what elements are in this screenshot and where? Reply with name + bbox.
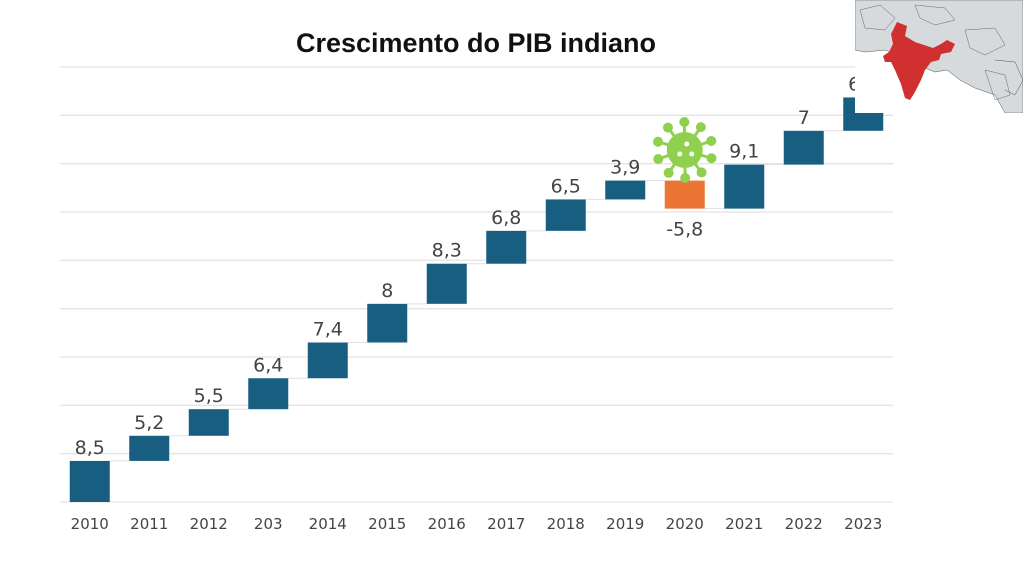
data-labels: 8,55,25,56,47,488,36,86,53,9-5,89,176,9 — [75, 73, 879, 458]
bars — [69, 97, 884, 502]
data-label: 8 — [381, 280, 393, 302]
bar-2018 — [545, 199, 586, 231]
data-label: 9,1 — [729, 141, 759, 163]
bar-2010 — [69, 460, 110, 502]
virus-spike-tip — [695, 122, 706, 133]
x-tick-label: 2014 — [309, 515, 347, 533]
connectors — [109, 130, 844, 462]
virus-body — [666, 132, 703, 168]
bar-2011 — [129, 435, 170, 461]
data-label: 8,3 — [432, 240, 462, 262]
data-label: 7 — [798, 107, 810, 129]
india-map-icon — [855, 0, 1023, 113]
virus-dot — [689, 151, 695, 157]
x-tick-label: 2018 — [547, 515, 585, 533]
bar-203 — [248, 378, 289, 410]
x-tick-label: 2021 — [725, 515, 763, 533]
x-tick-label: 2015 — [368, 515, 406, 533]
chart-title: Crescimento do PIB indiano — [296, 28, 656, 58]
data-label: 6,5 — [551, 175, 581, 197]
virus-spike-tip — [663, 167, 674, 178]
virus-spike-tip — [706, 135, 717, 146]
virus-spike-tip — [653, 154, 664, 165]
data-label: 7,4 — [313, 319, 343, 341]
bar-2019 — [605, 180, 646, 200]
bar-2014 — [307, 342, 348, 379]
bar-2012 — [188, 409, 229, 436]
x-tick-label: 203 — [254, 515, 283, 533]
x-axis-ticks: 2010 2011 2012 203 2014 2015 2016 2017 2018 2019 2… — [71, 515, 883, 533]
x-tick-label: 2011 — [130, 515, 168, 533]
x-tick-label: 2023 — [844, 515, 882, 533]
virus-dot — [684, 141, 690, 147]
data-label: -5,8 — [666, 219, 703, 241]
bar-2020 — [664, 180, 705, 209]
virus-dot — [677, 151, 683, 157]
bar-2022 — [783, 130, 824, 165]
virus-spike-tip — [680, 172, 691, 183]
bar-2016 — [426, 263, 467, 304]
x-tick-label: 2016 — [428, 515, 466, 533]
india-highlight — [883, 22, 955, 100]
data-label: 6,4 — [253, 354, 283, 376]
virus-spike-tip — [696, 167, 707, 178]
virus-spike-tip — [662, 122, 673, 133]
data-label: 5,5 — [194, 385, 224, 407]
virus-spike-tip — [653, 136, 664, 147]
x-tick-label: 2017 — [487, 515, 525, 533]
gridlines — [60, 66, 893, 503]
bar-2021 — [724, 164, 765, 209]
bar-2015 — [367, 303, 408, 343]
data-label: 8,5 — [75, 437, 105, 459]
virus-spike-tip — [679, 117, 690, 128]
x-tick-label: 2019 — [606, 515, 644, 533]
virus-spike-tip — [706, 153, 717, 164]
data-label: 6,8 — [491, 207, 521, 229]
bar-2017 — [486, 230, 527, 264]
x-tick-label: 2020 — [666, 515, 704, 533]
virus-icon — [653, 117, 717, 183]
data-label: 5,2 — [134, 412, 164, 434]
data-label: 3,9 — [610, 157, 640, 179]
x-tick-label: 2010 — [71, 515, 109, 533]
x-tick-label: 2022 — [785, 515, 823, 533]
x-tick-label: 2012 — [190, 515, 228, 533]
